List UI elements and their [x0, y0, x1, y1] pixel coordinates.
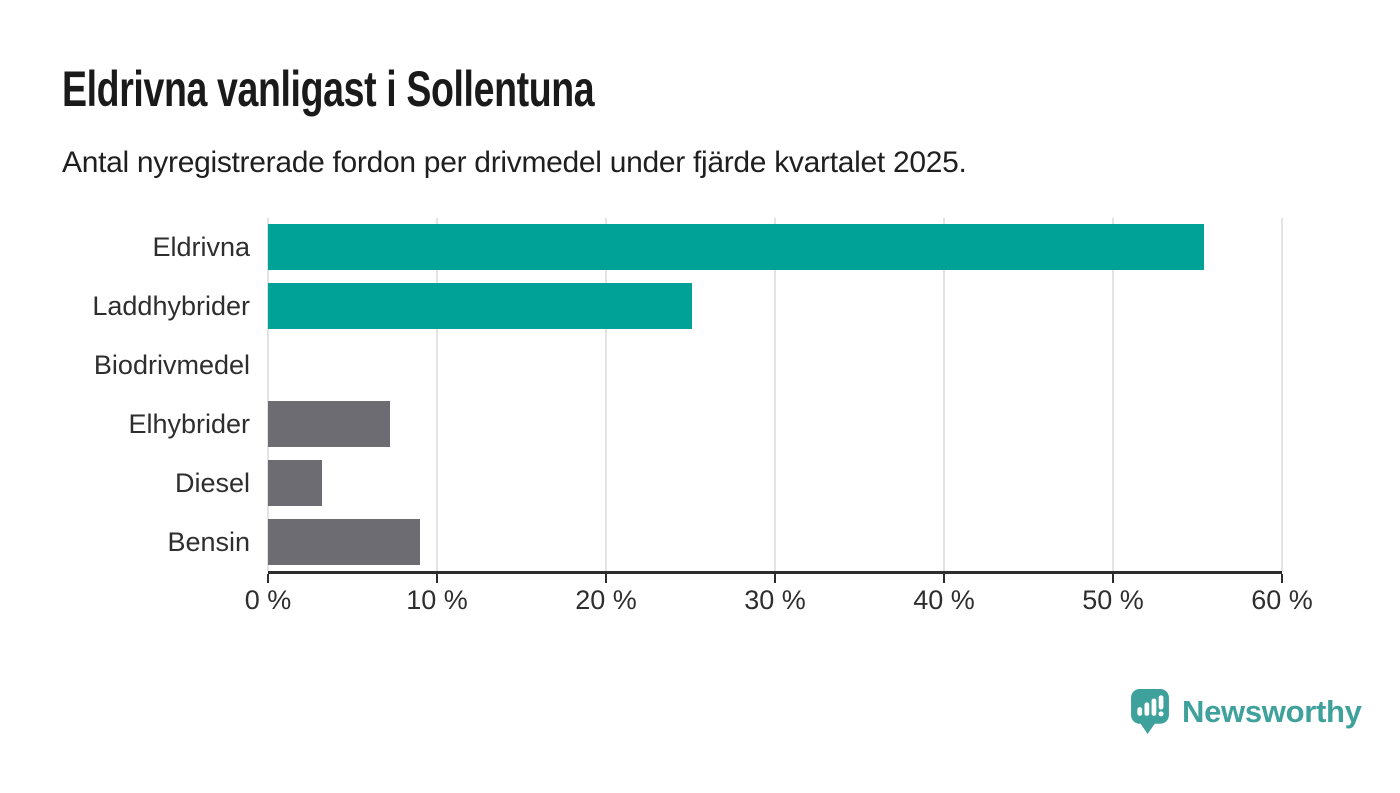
bar-laddhybrider: [268, 283, 693, 330]
x-tick-label: 0 %: [244, 585, 292, 615]
gridline: [1281, 218, 1283, 571]
x-axis-tick: [1281, 574, 1283, 583]
gridline: [605, 218, 607, 571]
gridline: [1112, 218, 1114, 571]
gridline: [267, 218, 269, 571]
category-label: Biodrivmedel: [93, 350, 250, 381]
category-label: Eldrivna: [152, 232, 250, 263]
gridline: [774, 218, 776, 571]
x-tick-label: 50 %: [1082, 585, 1144, 615]
x-axis-tick: [1112, 574, 1114, 583]
bar-elhybrider: [268, 400, 390, 447]
brand-name: Newsworthy: [1182, 693, 1362, 729]
gridline: [436, 218, 438, 571]
category-label: Diesel: [174, 467, 250, 498]
x-axis-tick: [774, 574, 776, 583]
x-tick-label: 20 %: [575, 585, 637, 615]
x-axis-tick: [605, 574, 607, 583]
x-tick-label: 30 %: [744, 585, 806, 615]
gridline: [943, 218, 945, 571]
x-axis-tick: [267, 574, 269, 583]
category-label: Laddhybrider: [92, 291, 250, 322]
x-axis-tick: [943, 574, 945, 583]
category-label: Elhybrider: [128, 408, 250, 439]
bar-bensin: [268, 518, 421, 565]
x-axis-line: [268, 571, 1282, 574]
x-tick-label: 40 %: [913, 585, 975, 615]
bar-eldrivna: [268, 224, 1205, 271]
bar-diesel: [268, 459, 323, 506]
brand-logo: Newsworthy: [1131, 689, 1362, 734]
bar-chart-speech-bubble-icon: [1131, 689, 1169, 734]
category-label: Bensin: [167, 526, 250, 557]
x-tick-label: 60 %: [1251, 585, 1313, 615]
chart-title: Eldrivna vanligast i Sollentuna: [62, 61, 595, 117]
x-tick-label: 10 %: [406, 585, 468, 615]
chart-subtitle: Antal nyregistrerade fordon per drivmede…: [62, 146, 967, 179]
x-axis-tick: [436, 574, 438, 583]
